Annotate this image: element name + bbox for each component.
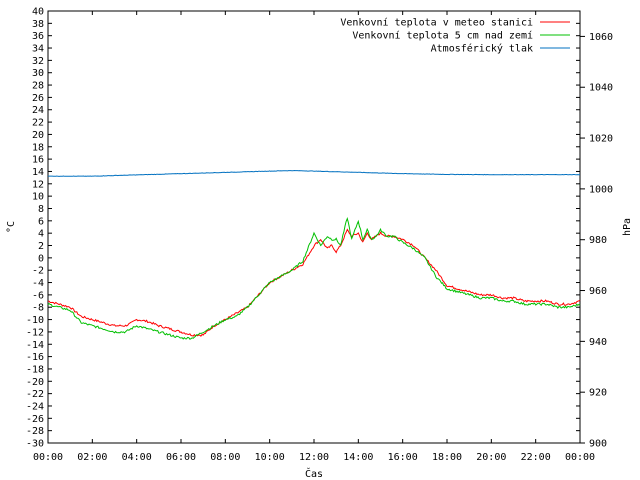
plot-frame — [47, 10, 581, 444]
legend-label-1: Venkovní teplota v meteo stanici — [340, 17, 533, 29]
legend: Venkovní teplota v meteo staniciVenkovní… — [340, 17, 570, 55]
y-tick-label: 10 — [32, 192, 44, 203]
y-tick-label: 4 — [38, 229, 44, 240]
y-tick-label: 20 — [32, 130, 44, 141]
y-tick-label: 30 — [32, 68, 44, 79]
y-tick-label: 16 — [32, 155, 44, 166]
y-tick-label: -22 — [26, 389, 44, 400]
y-tick-label: 40 — [32, 7, 44, 18]
y-tick-label: -2 — [32, 266, 44, 277]
y-tick-label: 2 — [38, 241, 44, 252]
y-tick-label: 0 — [38, 253, 44, 264]
y-tick-label: 8 — [38, 204, 44, 215]
y-tick-label: 38 — [32, 19, 44, 30]
y-tick-label: 22 — [32, 118, 44, 129]
y-tick-label: 36 — [32, 31, 44, 42]
x-tick-label: 06:00 — [166, 452, 196, 463]
y-tick-label: -18 — [26, 364, 44, 375]
y-tick-label: 6 — [38, 216, 44, 227]
y-tick-label: 12 — [32, 179, 44, 190]
y-tick-label: 14 — [32, 167, 44, 178]
y2-tick-label: 1020 — [589, 134, 613, 145]
x-tick-label: 04:00 — [122, 452, 152, 463]
y2-tick-label: 1060 — [589, 32, 613, 43]
y-tick-label: -8 — [32, 303, 44, 314]
x-tick-label: 00:00 — [33, 452, 63, 463]
y-tick-label: -4 — [32, 278, 44, 289]
x-tick-label: 02:00 — [77, 452, 107, 463]
y-tick-label: -6 — [32, 290, 44, 301]
y2-tick-label: 980 — [589, 235, 607, 246]
y-axis-label: °C — [6, 221, 17, 233]
y2-axis-label: hPa — [622, 218, 633, 236]
y-tick-label: -16 — [26, 352, 44, 363]
y2-tick-label: 1040 — [589, 83, 613, 94]
legend-label-2: Venkovní teplota 5 cm nad zemí — [352, 30, 533, 42]
y-tick-label: 28 — [32, 81, 44, 92]
x-axis-label: Čas — [305, 467, 323, 480]
y2-tick-label: 900 — [589, 439, 607, 450]
y-tick-label: 34 — [32, 44, 44, 55]
y-tick-label: -28 — [26, 426, 44, 437]
axis-ticks: -30-28-26-24-22-20-18-16-14-12-10-8-6-4-… — [26, 7, 613, 464]
y-tick-label: -10 — [26, 315, 44, 326]
y-tick-label: -30 — [26, 439, 44, 450]
y-tick-label: -24 — [26, 401, 44, 412]
y-tick-label: 18 — [32, 142, 44, 153]
y2-tick-label: 940 — [589, 337, 607, 348]
y-tick-label: 26 — [32, 93, 44, 104]
x-tick-label: 22:00 — [521, 452, 551, 463]
x-tick-label: 00:00 — [565, 452, 595, 463]
series-line-2 — [47, 217, 581, 340]
x-tick-label: 16:00 — [388, 452, 418, 463]
y-tick-label: -14 — [26, 340, 44, 351]
x-tick-label: 08:00 — [210, 452, 240, 463]
series-line-1 — [47, 228, 581, 337]
x-tick-label: 20:00 — [476, 452, 506, 463]
x-tick-label: 10:00 — [255, 452, 285, 463]
legend-label-3: Atmosférický tlak — [431, 43, 533, 55]
series-line-3 — [47, 169, 581, 177]
y-tick-label: -26 — [26, 414, 44, 425]
x-tick-label: 18:00 — [432, 452, 462, 463]
y-tick-label: 24 — [32, 105, 44, 116]
y-tick-label: -12 — [26, 327, 44, 338]
x-tick-label: 14:00 — [343, 452, 373, 463]
series-lines — [47, 169, 581, 340]
x-tick-label: 12:00 — [299, 452, 329, 463]
y2-tick-label: 1000 — [589, 184, 613, 195]
y-tick-label: -20 — [26, 377, 44, 388]
y2-tick-label: 920 — [589, 388, 607, 399]
y2-tick-label: 960 — [589, 286, 607, 297]
y-tick-label: 32 — [32, 56, 44, 67]
